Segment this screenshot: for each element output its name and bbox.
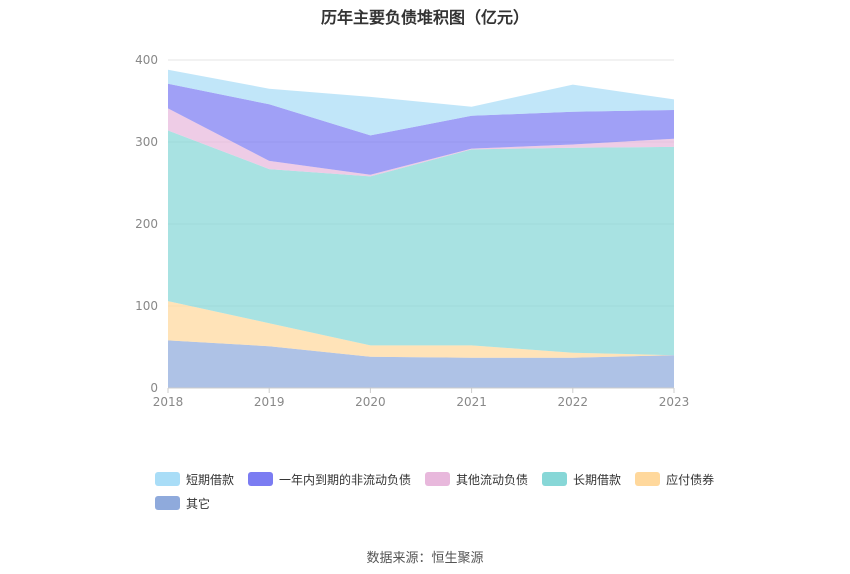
legend-swatch xyxy=(542,472,568,486)
legend-item[interactable]: 一年内到期的非流动负债 xyxy=(248,472,412,487)
legend-label: 长期借款 xyxy=(573,472,622,487)
legend: 短期借款 一年内到期的非流动负债 其他流动负债 长期借款 应付债券其它 xyxy=(155,472,715,511)
legend-swatch xyxy=(248,472,274,486)
legend-swatch xyxy=(425,472,451,486)
area-其他流动负债 xyxy=(168,108,674,177)
legend-swatch xyxy=(155,472,180,486)
area-series xyxy=(168,69,674,388)
axes: 0 100 200 300 400 2018 2019 2020 2021 2022 2023 xyxy=(135,53,689,409)
x-tick-label: 2018 xyxy=(153,395,184,409)
y-tick-label: 200 xyxy=(135,217,158,231)
y-tick-label: 0 xyxy=(150,381,158,395)
area-长期借款 xyxy=(168,130,674,356)
y-tick-label: 300 xyxy=(135,135,158,149)
legend-item[interactable]: 长期借款 xyxy=(542,472,622,487)
legend-label: 应付债券 xyxy=(666,472,715,487)
legend-item[interactable]: 其他流动负债 xyxy=(425,472,529,487)
x-tick-label: 2021 xyxy=(456,395,487,409)
legend-label: 其它 xyxy=(186,496,211,511)
area-短期借款 xyxy=(168,69,674,136)
legend-item[interactable]: 其它 xyxy=(155,496,211,511)
legend-item[interactable]: 短期借款 xyxy=(155,472,235,487)
legend-swatch xyxy=(155,496,180,510)
area-一年内到期的非流动负债 xyxy=(168,83,674,175)
area-其它 xyxy=(168,340,674,388)
y-tick-label: 400 xyxy=(135,53,158,67)
legend-swatch xyxy=(635,472,661,486)
x-tick-label: 2022 xyxy=(558,395,589,409)
area-应付债券 xyxy=(168,301,674,358)
legend-label: 短期借款 xyxy=(186,472,235,487)
legend-label: 一年内到期的非流动负债 xyxy=(279,472,412,487)
y-tick-label: 100 xyxy=(135,299,158,313)
x-tick-label: 2019 xyxy=(254,395,285,409)
x-tick-label: 2020 xyxy=(355,395,386,409)
chart-title: 历年主要负债堆积图（亿元） xyxy=(320,8,529,27)
data-source: 数据来源：恒生聚源 xyxy=(366,551,484,566)
legend-label: 其他流动负债 xyxy=(456,472,529,487)
legend-item[interactable]: 应付债券 xyxy=(635,472,715,487)
x-tick-label: 2023 xyxy=(659,395,690,409)
